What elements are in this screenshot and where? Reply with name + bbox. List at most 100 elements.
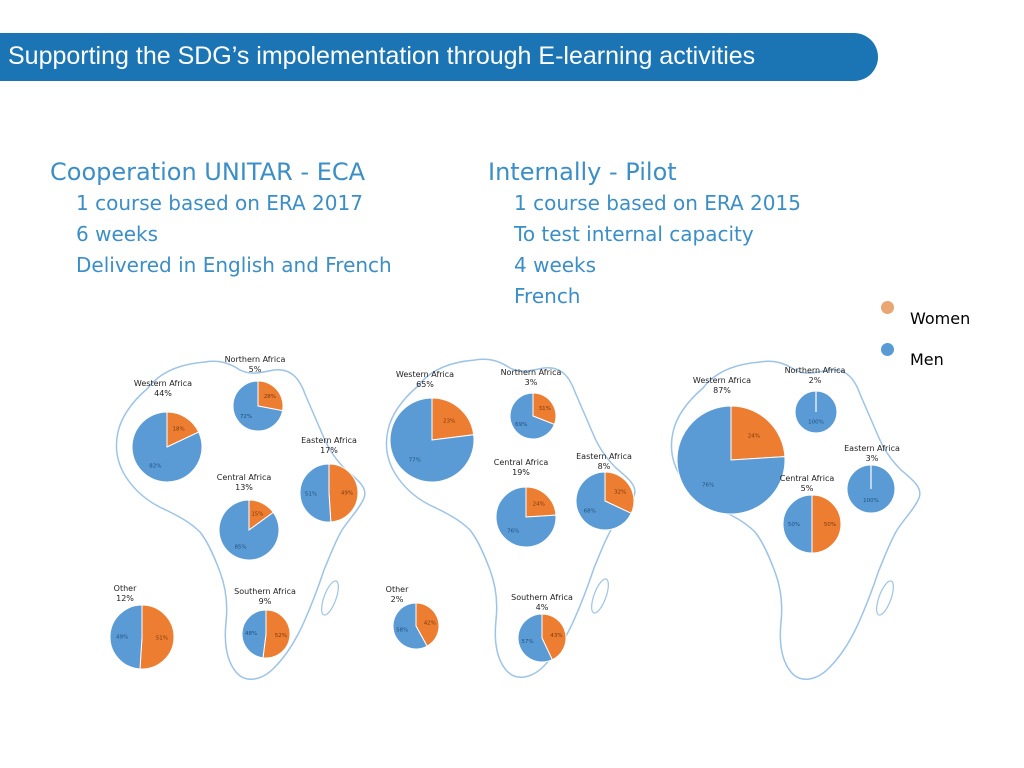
women-slice bbox=[257, 380, 284, 412]
men-slice-label: 49% bbox=[116, 634, 128, 640]
region-label: Northern Africa bbox=[785, 366, 846, 375]
men-slice bbox=[389, 397, 475, 483]
men-slice-label: 85% bbox=[234, 545, 246, 551]
legend-women-label: Women bbox=[910, 309, 971, 328]
region-label: Central Africa bbox=[217, 473, 272, 482]
men-slice bbox=[575, 471, 632, 531]
women-slice-label: 42% bbox=[424, 620, 436, 626]
men-slice-label: 77% bbox=[409, 458, 421, 464]
men-slice bbox=[392, 602, 428, 650]
right-point: 1 course based on ERA 2015 bbox=[514, 191, 801, 215]
women-slice bbox=[166, 411, 200, 448]
africa-outline-path bbox=[385, 358, 636, 678]
right-heading: Internally - Pilot bbox=[488, 158, 677, 186]
region-label: Western Africa bbox=[396, 370, 454, 379]
men-slice-label: 76% bbox=[507, 529, 519, 535]
men-slice-label: 100% bbox=[863, 498, 879, 504]
region-share: 9% bbox=[259, 597, 272, 606]
men-slice bbox=[509, 392, 556, 440]
women-slice bbox=[730, 405, 786, 461]
region-share: 3% bbox=[866, 454, 879, 463]
region-share: 4% bbox=[536, 603, 549, 612]
right-column: Internally - Pilot 1 course based on ERA… bbox=[488, 156, 801, 312]
region-share: 12% bbox=[116, 594, 134, 603]
africa-outline-2 bbox=[385, 358, 636, 678]
women-slice-label: 49% bbox=[341, 490, 353, 496]
men-slice-label: 100% bbox=[808, 419, 824, 425]
region-label: Other bbox=[386, 585, 409, 594]
region-label: Other bbox=[114, 584, 137, 593]
legend-women-swatch bbox=[881, 301, 894, 314]
women-slice-label: 43% bbox=[550, 633, 562, 639]
men-slice bbox=[232, 380, 284, 432]
women-slice-label: 24% bbox=[748, 434, 760, 440]
region-share: 65% bbox=[416, 380, 434, 389]
men-slice-label: 68% bbox=[584, 509, 596, 515]
women-slice-label: 18% bbox=[173, 427, 185, 433]
men-slice-label: 58% bbox=[396, 628, 408, 634]
women-slice bbox=[139, 604, 175, 670]
right-point: 4 weeks bbox=[514, 253, 597, 277]
left-heading: Cooperation UNITAR - ECA bbox=[50, 158, 366, 186]
men-slice bbox=[109, 604, 143, 670]
women-slice-label: 23% bbox=[443, 418, 455, 424]
region-share: 13% bbox=[235, 483, 253, 492]
region-share: 3% bbox=[525, 378, 538, 387]
men-slice-label: 50% bbox=[788, 522, 800, 528]
region-share: 5% bbox=[801, 484, 814, 493]
region-label: Eastern Africa bbox=[576, 452, 632, 461]
men-slice-label: 72% bbox=[240, 414, 252, 420]
women-slice bbox=[541, 613, 567, 661]
region-share: 2% bbox=[809, 376, 822, 385]
women-slice-label: 32% bbox=[614, 489, 626, 495]
men-slice-label: 69% bbox=[515, 422, 527, 428]
women-slice bbox=[328, 463, 359, 523]
women-slice bbox=[532, 392, 557, 426]
legend-men-label: Men bbox=[910, 350, 944, 369]
region-label: Central Africa bbox=[494, 458, 549, 467]
women-slice bbox=[525, 486, 557, 518]
region-label: Central Africa bbox=[780, 474, 835, 483]
women-slice-label: 52% bbox=[275, 633, 287, 639]
madagascar-outline bbox=[876, 580, 894, 616]
region-share: 8% bbox=[598, 462, 611, 471]
madagascar-outline bbox=[591, 578, 609, 614]
left-point: 6 weeks bbox=[76, 222, 159, 246]
slide-title: Supporting the SDG’s impolementation thr… bbox=[8, 42, 756, 70]
title-banner: Supporting the SDG’s impolementation thr… bbox=[0, 33, 878, 81]
women-slice-label: 24% bbox=[533, 501, 545, 507]
men-slice-label: 51% bbox=[305, 492, 317, 498]
men-slice-label: 82% bbox=[149, 463, 161, 469]
legend-men-swatch bbox=[881, 343, 894, 356]
women-slice bbox=[415, 602, 440, 647]
men-slice-label: 57% bbox=[521, 639, 533, 645]
region-label: Southern Africa bbox=[511, 593, 573, 602]
africa-outline-path bbox=[115, 360, 366, 680]
left-column: Cooperation UNITAR - ECA 1 course based … bbox=[50, 156, 392, 281]
men-slice bbox=[299, 463, 332, 523]
men-slice-label: 48% bbox=[245, 631, 257, 637]
men-slice bbox=[218, 499, 280, 561]
men-slice-label: 76% bbox=[702, 482, 714, 488]
region-label: Northern Africa bbox=[501, 368, 562, 377]
region-share: 2% bbox=[391, 595, 404, 604]
right-point: To test internal capacity bbox=[514, 222, 754, 246]
women-slice-label: 15% bbox=[251, 511, 263, 517]
right-point: French bbox=[514, 284, 581, 308]
region-share: 44% bbox=[154, 389, 172, 398]
women-slice-label: 50% bbox=[824, 522, 836, 528]
